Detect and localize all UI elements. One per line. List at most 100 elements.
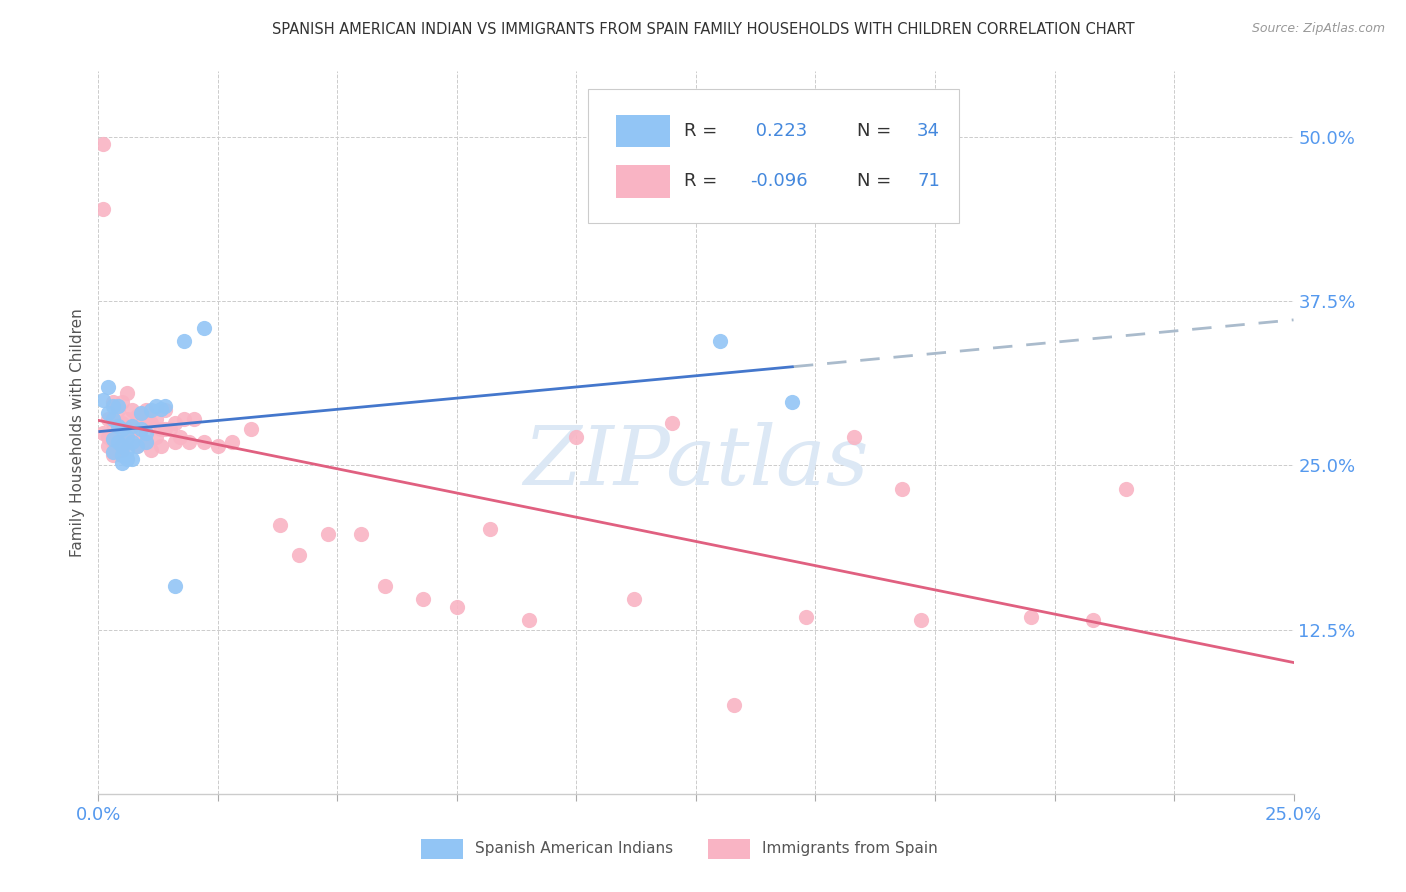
Point [115,386,138,401]
Point [91,136,114,151]
Point [794,609,817,624]
Point [1081,614,1104,628]
Point [121,419,143,434]
Point [111,422,134,436]
Point [101,448,124,462]
Point [111,456,134,470]
Point [125,439,148,453]
Point [91,425,114,440]
Point [780,395,803,409]
Point [155,403,177,417]
Text: N =: N = [858,121,897,140]
Point [183,412,205,426]
Point [723,698,745,712]
Point [115,451,138,466]
Point [111,439,134,453]
Point [125,425,148,440]
Point [121,422,143,436]
Point [135,425,157,440]
Point [135,403,157,417]
Text: 0.223: 0.223 [749,121,807,140]
Point [101,412,124,426]
Point [107,400,129,414]
Point [131,422,153,436]
Point [709,334,731,348]
Point [479,522,502,536]
Point [115,422,138,436]
Point [131,417,153,431]
Point [316,526,339,541]
Point [97,379,120,393]
Point [221,434,243,449]
Point [179,434,201,449]
Text: Source: ZipAtlas.com: Source: ZipAtlas.com [1251,22,1385,36]
Text: -0.096: -0.096 [749,172,807,190]
Point [139,417,162,431]
Point [517,614,540,628]
Point [139,403,162,417]
Point [101,432,124,446]
Point [111,442,134,457]
Point [149,401,172,416]
Point [288,548,311,562]
Point [135,434,157,449]
Point [115,429,138,443]
Point [565,429,588,443]
Text: N =: N = [858,172,897,190]
Point [111,429,134,443]
Point [101,395,124,409]
Point [107,403,129,417]
Point [173,334,195,348]
Point [111,448,134,462]
Point [101,417,124,431]
Point [890,482,912,496]
Point [135,434,157,449]
Point [842,429,865,443]
Point [163,417,186,431]
Point [131,429,153,443]
Point [159,422,181,436]
Point [412,592,434,607]
Point [107,429,129,443]
Point [115,412,138,426]
Point [374,579,396,593]
Point [131,406,153,420]
Point [111,395,134,409]
Point [193,434,215,449]
Point [240,422,263,436]
Text: R =: R = [685,172,723,190]
Point [446,600,468,615]
Point [145,412,167,426]
FancyBboxPatch shape [589,89,959,223]
Point [155,422,177,436]
Point [107,419,129,434]
Point [125,439,148,453]
Point [149,439,172,453]
Point [173,412,195,426]
Point [1115,482,1137,496]
Point [193,320,215,334]
Point [121,403,143,417]
Point [139,442,162,457]
Point [121,434,143,449]
Point [145,429,167,443]
Point [97,439,120,453]
Point [623,592,645,607]
Point [121,451,143,466]
Point [1019,609,1042,624]
Point [107,417,129,431]
Point [155,400,177,414]
Point [97,412,120,426]
Bar [616,115,669,147]
Point [350,526,373,541]
Text: Spanish American Indians: Spanish American Indians [475,841,673,856]
Point [145,400,167,414]
Point [661,417,683,431]
Point [107,434,129,449]
Bar [422,838,463,859]
Text: 71: 71 [917,172,941,190]
Text: 34: 34 [917,121,941,140]
Text: SPANISH AMERICAN INDIAN VS IMMIGRANTS FROM SPAIN FAMILY HOUSEHOLDS WITH CHILDREN: SPANISH AMERICAN INDIAN VS IMMIGRANTS FR… [271,22,1135,37]
Point [163,579,186,593]
Point [101,400,124,414]
